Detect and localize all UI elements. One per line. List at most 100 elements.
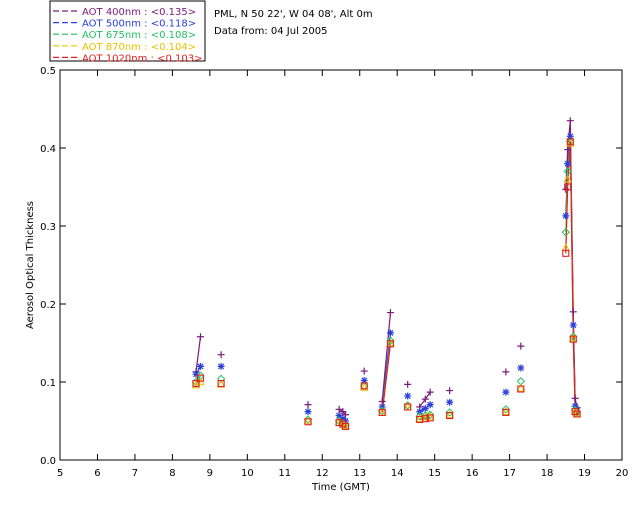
point-asterisk-1 — [197, 362, 204, 370]
point-diamond-2 — [445, 408, 454, 417]
x-tick-label: 15 — [428, 468, 441, 479]
point-asterisk-1 — [426, 401, 434, 409]
point-plus-0 — [217, 351, 225, 359]
y-tick-label: 0.2 — [40, 300, 56, 311]
x-tick-label: 9 — [207, 468, 213, 479]
point-plus-0 — [426, 388, 434, 396]
point-square-4 — [378, 408, 386, 416]
point-plus-0 — [386, 309, 394, 317]
x-tick-label: 17 — [503, 468, 516, 479]
point-square-4 — [517, 385, 525, 393]
point-plus-0 — [571, 394, 579, 402]
point-triangle-3 — [568, 333, 578, 342]
point-plus-0 — [197, 333, 204, 341]
point-square-4 — [564, 183, 572, 191]
point-square-4 — [386, 340, 395, 348]
axes: 5 6 7 8 9 10 11 12 13 14 15 16 17 18 19 20 0.0 0.1 0.2 0.3 0… — [40, 66, 628, 479]
point-asterisk-1 — [569, 321, 577, 329]
x-tick-label: 10 — [241, 468, 254, 479]
station-info-line: PML, N 50 22', W 04 08', Alt 0m — [214, 9, 373, 20]
point-square-4 — [566, 138, 574, 146]
point-square-4 — [571, 408, 579, 416]
point-plus-0 — [341, 411, 349, 419]
point-plus-0 — [566, 117, 574, 125]
point-square-4 — [562, 249, 570, 257]
point-plus-0 — [502, 368, 510, 376]
x-tick-label: 8 — [169, 468, 175, 479]
point-asterisk-1 — [562, 212, 570, 220]
point-asterisk-1 — [386, 329, 394, 337]
point-diamond-2 — [561, 228, 571, 237]
point-asterisk-1 — [416, 408, 424, 416]
series-line-4 — [565, 141, 578, 415]
point-asterisk-1 — [564, 160, 572, 168]
x-tick-label: 20 — [616, 468, 629, 479]
point-asterisk-1 — [566, 132, 574, 140]
point-diamond-2 — [516, 377, 526, 386]
point-square-4 — [217, 380, 225, 388]
legend-entry-2: AOT 675nm : <0.108> — [82, 30, 196, 41]
x-tick-label: 14 — [391, 468, 404, 479]
point-triangle-3 — [303, 416, 313, 425]
point-triangle-3 — [565, 138, 575, 147]
point-square-4 — [360, 382, 368, 390]
series-markers — [191, 117, 582, 431]
point-triangle-3 — [341, 421, 350, 429]
point-square-4 — [341, 422, 350, 431]
point-square-4 — [573, 410, 581, 418]
point-plus-0 — [304, 401, 312, 409]
point-square-4 — [304, 418, 312, 426]
point-asterisk-1 — [217, 362, 225, 370]
point-square-4 — [335, 419, 343, 427]
point-asterisk-1 — [404, 392, 412, 400]
x-tick-label: 18 — [541, 468, 554, 479]
point-triangle-3 — [572, 408, 582, 417]
point-square-4 — [426, 414, 434, 422]
point-plus-0 — [446, 387, 454, 395]
point-asterisk-1 — [517, 364, 525, 372]
legend: AOT 400nm : <0.135>AOT 500nm : <0.118>AO… — [49, 0, 206, 64]
y-tick-label: 0.3 — [40, 222, 56, 233]
point-square-4 — [446, 411, 454, 420]
x-tick-label: 13 — [353, 468, 366, 479]
point-triangle-3 — [516, 383, 526, 392]
y-axis-label: Aerosol Optical Thickness — [25, 201, 36, 329]
point-plus-0 — [562, 185, 570, 193]
point-diamond-2 — [386, 336, 395, 345]
point-asterisk-1 — [304, 408, 312, 416]
point-diamond-2 — [501, 405, 511, 414]
y-tick-label: 0.4 — [40, 144, 56, 155]
point-square-4 — [502, 408, 510, 416]
series-line-0 — [195, 336, 202, 372]
plot-frame — [59, 69, 623, 461]
point-triangle-3 — [415, 414, 425, 422]
x-tick-label: 6 — [94, 468, 100, 479]
x-tick-label: 7 — [132, 468, 138, 479]
point-diamond-2 — [216, 374, 226, 384]
point-plus-0 — [335, 405, 343, 413]
point-square-4 — [192, 380, 200, 388]
point-plus-0 — [517, 342, 525, 350]
x-tick-label: 5 — [57, 468, 63, 479]
x-tick-label: 12 — [316, 468, 329, 479]
x-tick-label: 11 — [278, 468, 291, 479]
station-info: PML, N 50 22', W 04 08', Alt 0m Data fro… — [214, 9, 373, 37]
point-triangle-3 — [445, 410, 455, 419]
x-tick-label: 19 — [578, 468, 591, 479]
point-plus-0 — [360, 367, 368, 375]
date-info-line: Data from: 04 Jul 2005 — [214, 26, 327, 37]
point-asterisk-1 — [335, 412, 343, 420]
point-plus-0 — [564, 146, 572, 154]
point-square-4 — [569, 335, 577, 343]
point-square-4 — [196, 374, 205, 382]
y-tick-label: 0.1 — [40, 378, 56, 389]
point-square-4 — [404, 403, 412, 411]
point-diamond-2 — [425, 410, 435, 419]
legend-entry-4: AOT 1020nm : <0.103> — [82, 53, 202, 64]
point-asterisk-1 — [360, 376, 368, 384]
x-axis-label: Time (GMT) — [311, 482, 370, 493]
point-triangle-3 — [386, 338, 395, 347]
x-tick-label: 16 — [466, 468, 479, 479]
legend-entry-3: AOT 870nm : <0.104> — [82, 42, 196, 53]
